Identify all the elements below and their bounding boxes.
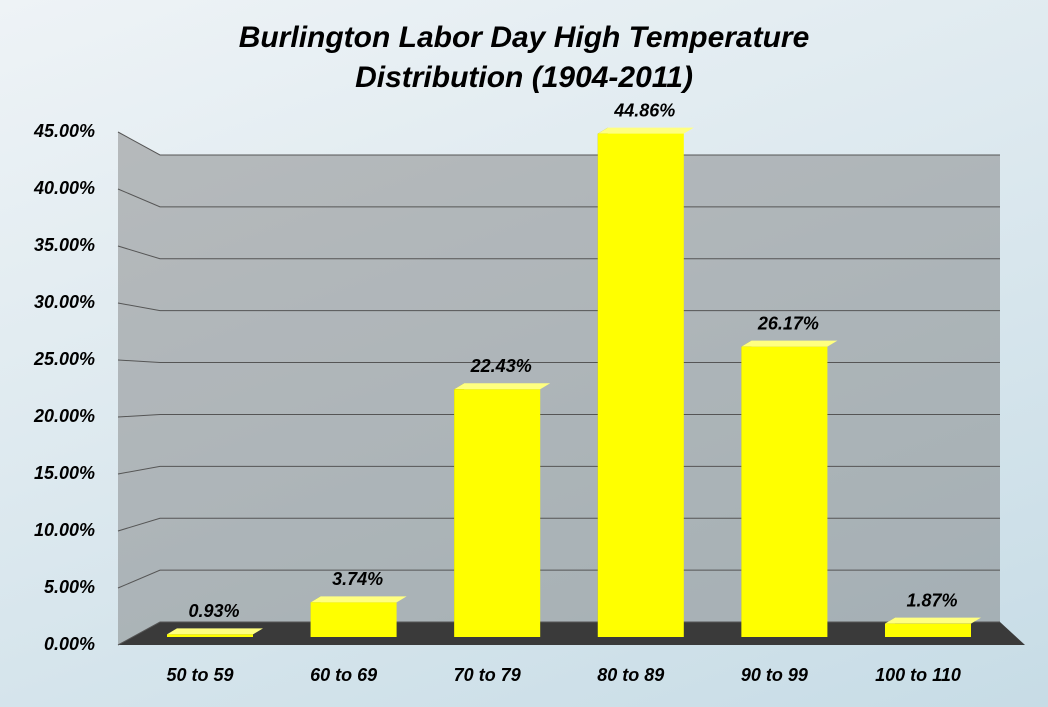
grid-line — [117, 465, 1000, 475]
bar — [885, 623, 971, 637]
y-tick-label: 5.00% — [44, 577, 95, 597]
grid-line — [117, 131, 1000, 156]
bar — [597, 133, 684, 637]
back-wall — [118, 132, 1000, 645]
bar-top — [167, 628, 263, 635]
bar — [741, 346, 828, 637]
y-tick-label: 35.00% — [34, 235, 95, 255]
grid-line — [117, 359, 1000, 364]
bar — [310, 602, 397, 637]
y-tick-label: 15.00% — [34, 463, 95, 483]
y-tick-label: 45.00% — [33, 121, 95, 141]
data-label: 1.87% — [906, 590, 957, 610]
bar-top — [310, 596, 407, 603]
bar-top — [597, 127, 694, 134]
data-label: 3.74% — [332, 569, 383, 589]
grid-line — [117, 245, 1000, 260]
y-tick-label: 40.00% — [33, 178, 95, 198]
bar — [167, 634, 253, 637]
x-tick-label: 80 to 89 — [597, 665, 664, 685]
bar-top — [741, 340, 838, 347]
x-tick-label: 100 to 110 — [875, 665, 961, 685]
grid-line — [117, 621, 1000, 646]
y-tick-label: 20.00% — [33, 406, 95, 426]
x-tick-label: 50 to 59 — [166, 665, 233, 685]
grid-line — [117, 188, 1000, 208]
chart-title: Burlington Labor Day High Temperature Di… — [238, 21, 810, 94]
y-tick-label: 25.00% — [33, 349, 95, 369]
y-tick-label: 10.00% — [34, 520, 95, 540]
x-tick-label: 90 to 99 — [741, 665, 808, 685]
data-label: 44.86% — [613, 100, 675, 120]
grid-line — [117, 517, 1000, 532]
bar-top — [885, 617, 981, 624]
x-tick-label: 60 to 69 — [310, 665, 377, 685]
data-label: 0.93% — [188, 601, 239, 621]
bar — [454, 389, 541, 637]
data-label: 26.17% — [757, 313, 819, 333]
grid-line — [117, 302, 1000, 312]
grid-line — [117, 569, 1000, 589]
grid-line — [117, 413, 1000, 418]
bar-top — [454, 383, 551, 390]
x-tick-label: 70 to 79 — [454, 665, 521, 685]
y-tick-label: 0.00% — [44, 634, 95, 654]
y-tick-label: 30.00% — [34, 292, 95, 312]
data-label: 22.43% — [470, 356, 532, 376]
